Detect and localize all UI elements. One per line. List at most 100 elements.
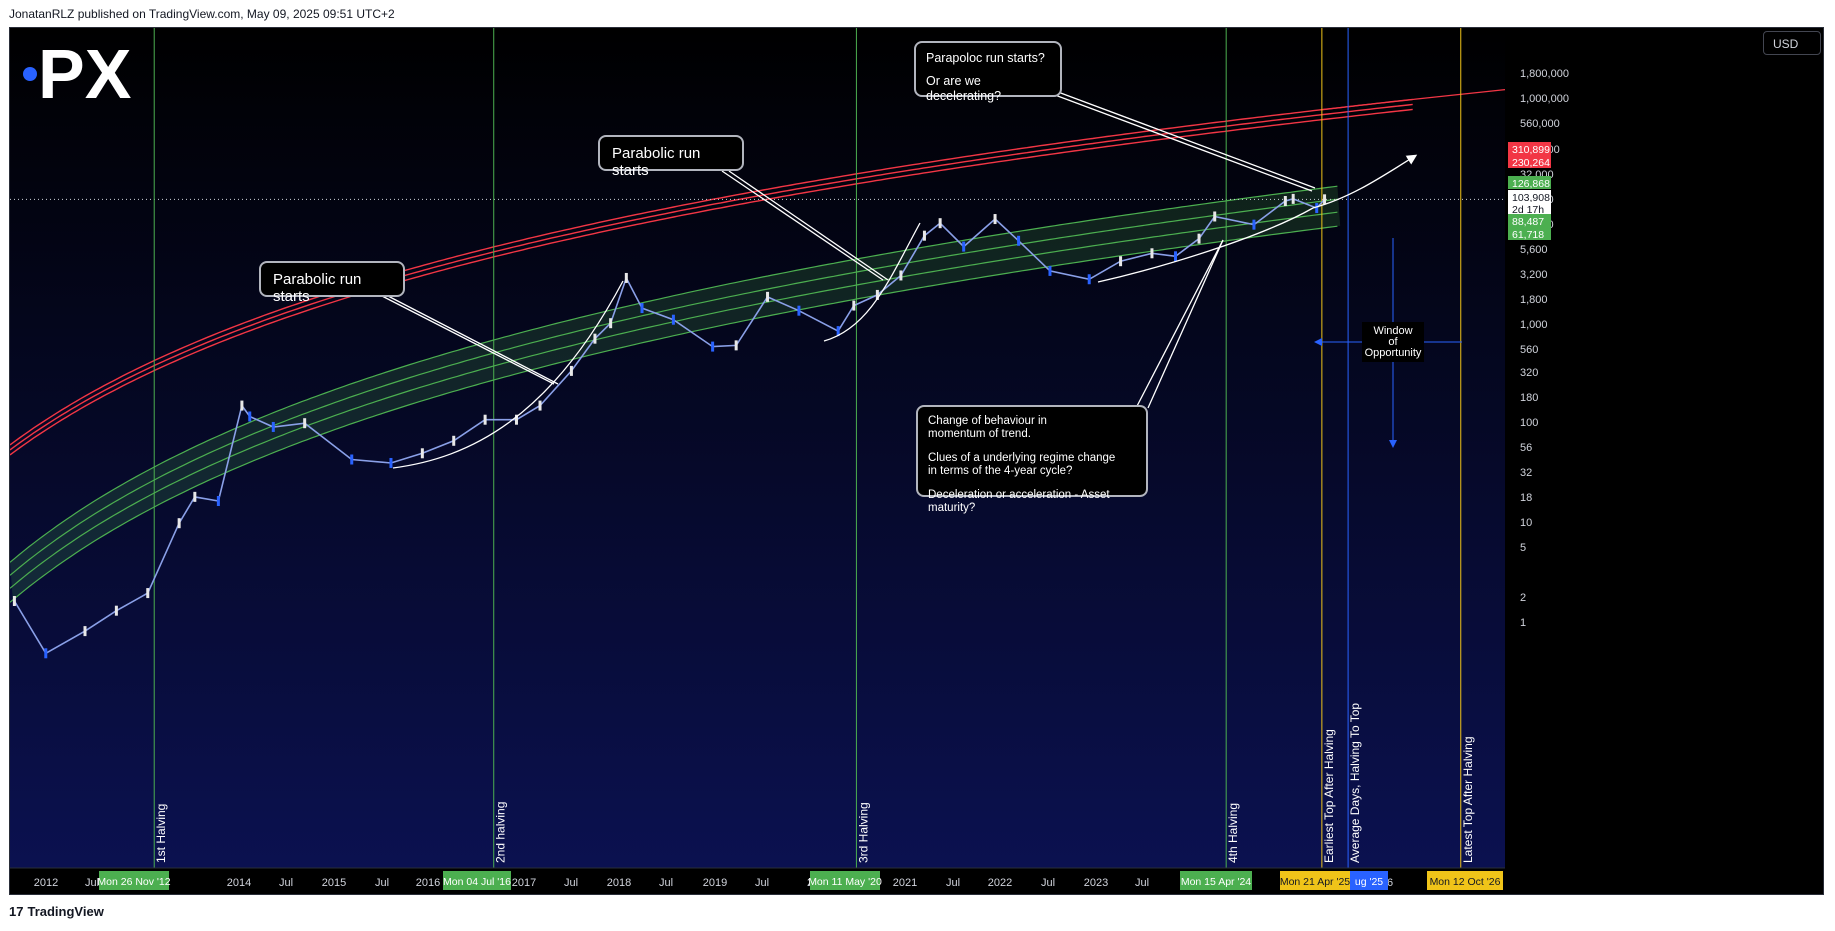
candle: [593, 333, 597, 344]
pointer-behaviour: [1147, 239, 1224, 409]
y-tick-label: 100: [1520, 417, 1538, 429]
x-tick-label: Jul: [659, 877, 673, 889]
x-tick-label: Jul: [755, 877, 769, 889]
x-tick-label: 2016: [416, 877, 440, 889]
green-band-line-0: [10, 185, 1338, 563]
x-tick-label: 2014: [227, 877, 251, 889]
px-logo-mark: PX: [23, 35, 132, 113]
price-label: 61,718: [1512, 229, 1544, 241]
parabola-2021: [823, 222, 921, 342]
candle: [1283, 196, 1287, 206]
callout-line: momentum of trend.: [928, 428, 1031, 440]
trend-2024: [1097, 207, 1314, 283]
candle: [1252, 219, 1256, 230]
candle: [177, 518, 181, 529]
y-tick-label: 1,000,000: [1520, 93, 1569, 105]
callout-behaviour: Change of behaviour in momentum of trend…: [916, 405, 1148, 514]
pointer-behaviour-b: [1135, 239, 1224, 409]
y-tick-label: 1,800: [1520, 294, 1548, 306]
candle: [734, 340, 738, 351]
candle: [146, 588, 150, 599]
x-tick-label: 2021: [893, 877, 917, 889]
window-label-line: of: [1388, 336, 1398, 348]
pointer-parapoloc: [1054, 94, 1313, 192]
projection-arrow: [1312, 154, 1418, 209]
candle: [609, 318, 613, 329]
price-label-bg: [1508, 155, 1551, 168]
candle: [538, 400, 542, 411]
x-marker-label: Mon 04 Jul '16: [443, 876, 511, 888]
y-tick-label: 1: [1520, 617, 1526, 629]
candle: [240, 400, 244, 411]
x-tick-label: 2018: [607, 877, 631, 889]
callout-text: Parabolic run starts: [612, 145, 701, 179]
candle: [875, 289, 879, 300]
x-marker-label: Mon 26 Nov '12: [97, 876, 170, 888]
y-tick-label: 560: [1520, 344, 1538, 356]
price-label: 230,264: [1512, 157, 1550, 169]
time-axis-layer: 2012 Jul 2014 Jul 2015 Jul 2016 2017 Jul 2018 Jul 2…: [10, 867, 1505, 894]
callout-line: Change of behaviour in: [928, 415, 1047, 427]
currency-button[interactable]: USD: [1763, 31, 1821, 55]
vertical-line-label-0: 1st Halving: [154, 804, 168, 863]
chart-panel[interactable]: 1st Halving 2nd halving 3rd Halving 4th Hal…: [9, 27, 1824, 895]
red-band-line-1: [10, 103, 1413, 451]
y-tick-label: 32: [1520, 467, 1532, 479]
tradingview-brand[interactable]: 17 TradingView: [9, 904, 104, 919]
y-tick-label: 5: [1520, 542, 1526, 554]
y-tick-label: 1,800,000: [1520, 68, 1569, 80]
x-marker-bg: [1280, 871, 1350, 890]
candle: [1087, 274, 1091, 285]
callout-line: Or are we decelerating?: [926, 74, 1002, 103]
x-marker-label: Mon 15 Apr '24: [1181, 876, 1251, 888]
candle: [640, 303, 644, 314]
candle: [711, 341, 715, 352]
callout-line: Clues of a underlying regime change: [928, 452, 1116, 464]
candle: [938, 218, 942, 229]
x-tick-label: Jul: [85, 877, 99, 889]
vertical-line-label-4: Earliest Top After Halving: [1322, 729, 1336, 863]
candle: [624, 272, 628, 283]
parabola-2017: [392, 280, 624, 469]
x-tick-label: 2023: [1084, 877, 1108, 889]
vertical-line-label-2: 3rd Halving: [856, 802, 870, 863]
pointer-2021: [728, 170, 889, 281]
window-label-line: Window: [1373, 325, 1412, 337]
green-band-line-3: [10, 225, 1338, 603]
candle: [852, 300, 856, 311]
price-label: 88,487: [1512, 216, 1544, 228]
price-label: 103,908: [1512, 192, 1550, 204]
candle: [993, 214, 997, 225]
candle: [350, 454, 354, 465]
x-marker-label: ug '25: [1355, 876, 1383, 888]
price-label-bg: [1508, 227, 1551, 240]
red-band-line-0: [10, 98, 1413, 446]
x-tick-label: 2022: [988, 877, 1012, 889]
callout-parapoloc: Parapoloc run starts? Or are we decelera…: [914, 41, 1062, 103]
y-tick-label: 2: [1520, 592, 1526, 604]
price-label: 310,899: [1512, 144, 1550, 156]
callout-line: in terms of the 4-year cycle?: [928, 465, 1073, 477]
candle: [514, 414, 518, 425]
price-chart[interactable]: 1st Halving 2nd halving 3rd Halving 4th Hal…: [10, 28, 1824, 895]
window-label-line: Opportunity: [1365, 347, 1422, 359]
publisher-bar: JonatanRLZ published on TradingView.com,…: [0, 0, 1835, 27]
price-label-bg: [1508, 142, 1551, 155]
x-tick-label: 2019: [703, 877, 727, 889]
candle: [962, 241, 966, 252]
x-marker-bg: [1180, 871, 1252, 890]
pointer-2021b: [721, 170, 884, 281]
x-tick-label: Jul: [564, 877, 578, 889]
callout-text: Parabolic run starts: [273, 271, 362, 305]
x-marker-bg: [1427, 871, 1503, 890]
price-label-bg: [1508, 214, 1551, 227]
y-tick-label: 10: [1520, 517, 1532, 529]
px-logo-dot: [23, 67, 37, 81]
chart-background: [10, 28, 1505, 868]
candle: [1173, 251, 1177, 262]
candle: [569, 365, 573, 376]
callout-line: Deceleration or acceleration - Asset mat…: [928, 489, 1110, 514]
y-tick-label: 320: [1520, 367, 1538, 379]
candle: [1150, 248, 1154, 259]
